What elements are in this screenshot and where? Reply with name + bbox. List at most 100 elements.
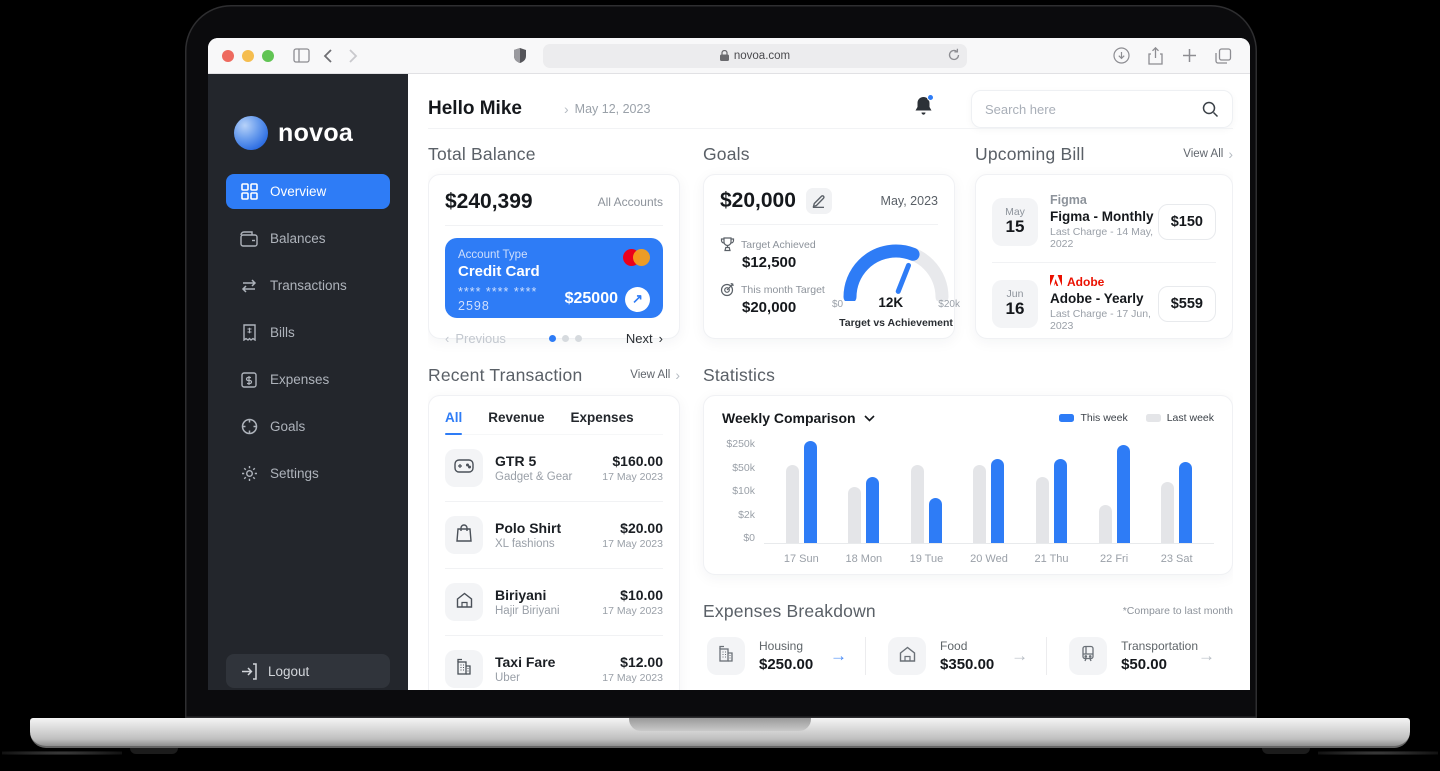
bill-brand: Adobe <box>1050 275 1158 289</box>
reload-icon[interactable] <box>948 48 960 65</box>
bar-last-week[interactable] <box>1036 477 1050 543</box>
all-accounts-label: All Accounts <box>597 195 663 209</box>
bar-this-week[interactable] <box>991 459 1005 543</box>
bar-this-week[interactable] <box>1054 459 1068 543</box>
address-bar[interactable]: novoa.com <box>543 43 967 68</box>
arrow-right-icon[interactable]: → <box>1198 646 1215 665</box>
tab-all[interactable]: All <box>445 410 463 435</box>
bar-last-week[interactable] <box>1098 505 1112 543</box>
bills-view-all-link[interactable]: View All › <box>1183 146 1233 162</box>
bill-amount-button[interactable]: $150 <box>1157 203 1216 240</box>
search-box[interactable] <box>971 90 1233 128</box>
x-tick-label: 18 Mon <box>845 553 883 565</box>
tab-overview-icon[interactable] <box>1210 44 1236 68</box>
sidebar-item-expenses[interactable]: Expenses <box>226 362 390 397</box>
expense-item-food[interactable]: Food $350.00 → <box>865 637 1046 675</box>
search-icon[interactable] <box>1202 101 1219 118</box>
weekly-comparison-dropdown[interactable]: Weekly Comparison <box>722 410 875 426</box>
zoom-window-button[interactable] <box>262 49 274 62</box>
x-tick-label: 21 Thu <box>1034 553 1069 565</box>
carousel-dot[interactable] <box>549 335 557 342</box>
privacy-shield-icon[interactable] <box>507 44 533 68</box>
transaction-category: Gadget & Gear <box>495 471 573 483</box>
credit-card-widget[interactable]: Account Type Credit Card **** **** **** … <box>445 238 663 318</box>
bar-this-week[interactable] <box>928 498 942 543</box>
minimize-window-button[interactable] <box>242 49 254 62</box>
view-all-label: View All <box>1183 148 1224 160</box>
edit-goal-button[interactable] <box>805 188 832 214</box>
bar-last-week[interactable] <box>973 465 987 543</box>
expense-item-transportation[interactable]: Transportation $50.00 → <box>1046 637 1233 675</box>
transaction-date: 17 May 2023 <box>602 471 663 483</box>
bar-this-week[interactable] <box>803 440 817 543</box>
forward-icon[interactable] <box>340 44 366 68</box>
transaction-row[interactable]: Taxi Fare Uber $12.00 17 May 2023 <box>445 635 663 690</box>
transaction-list: GTR 5 Gadget & Gear $160.00 17 May 2023 … <box>445 435 663 690</box>
main-content: Hello Mike › May 12, 2023 <box>408 74 1250 690</box>
bill-amount-button[interactable]: $559 <box>1157 285 1216 322</box>
sidebar-item-goals[interactable]: Goals <box>226 409 390 444</box>
bar-last-week[interactable] <box>1161 482 1175 543</box>
new-tab-icon[interactable] <box>1176 44 1202 68</box>
wallet-icon <box>240 230 258 248</box>
transactions-view-all-link[interactable]: View All › <box>630 367 680 383</box>
previous-button[interactable]: ‹ Previous <box>445 331 506 346</box>
sidebar-item-overview[interactable]: Overview <box>226 174 390 209</box>
legend-item: This week <box>1059 412 1128 424</box>
bill-day: 15 <box>1005 217 1025 236</box>
logout-button[interactable]: Logout <box>226 654 390 688</box>
bill-row[interactable]: Jun 16 Adobe Adobe - Yearly Last Charge … <box>992 262 1216 344</box>
transaction-tabs: All Revenue Expenses <box>445 410 663 435</box>
carousel-dot[interactable] <box>562 335 570 342</box>
bell-icon <box>915 97 932 115</box>
chart-plot-area <box>764 438 1214 544</box>
transaction-date: 17 May 2023 <box>602 605 663 617</box>
bar-last-week[interactable] <box>910 465 924 543</box>
dartboard-icon <box>720 283 734 297</box>
arrow-right-icon[interactable]: → <box>1011 646 1029 665</box>
bar-this-week[interactable] <box>1116 445 1130 543</box>
back-icon[interactable] <box>314 44 340 68</box>
target-achieved-value: $12,500 <box>742 254 797 271</box>
bar-group <box>1098 445 1130 543</box>
share-icon[interactable] <box>1142 44 1168 68</box>
bar-group <box>1036 459 1068 543</box>
next-button[interactable]: Next › <box>626 331 663 346</box>
bill-row[interactable]: May 15 Figma Figma - Monthly Last Charge… <box>992 181 1216 262</box>
legend-item: Last week <box>1145 412 1214 424</box>
expense-label: Housing <box>759 639 804 653</box>
card-open-button[interactable]: ↗ <box>625 286 650 312</box>
expense-item-housing[interactable]: Housing $250.00 → <box>703 637 865 675</box>
tab-expenses[interactable]: Expenses <box>570 410 634 425</box>
laptop-foot <box>1262 748 1310 754</box>
search-input[interactable] <box>985 101 1202 117</box>
sidebar-item-transactions[interactable]: Transactions <box>226 268 390 303</box>
carousel-dots[interactable] <box>549 335 583 342</box>
downloads-icon[interactable] <box>1108 44 1134 68</box>
carousel-dot[interactable] <box>575 335 583 342</box>
transaction-row[interactable]: Polo Shirt XL fashions $20.00 17 May 202… <box>445 501 663 568</box>
expense-amount: $250.00 <box>759 656 814 673</box>
bar-last-week[interactable] <box>785 465 799 543</box>
header-date[interactable]: › May 12, 2023 <box>564 101 650 117</box>
close-window-button[interactable] <box>222 49 234 62</box>
goals-title: Goals <box>703 143 750 164</box>
bar-group <box>973 459 1005 543</box>
bar-group <box>848 477 880 543</box>
tab-revenue[interactable]: Revenue <box>488 410 545 425</box>
notifications-button[interactable] <box>914 94 934 122</box>
transaction-row[interactable]: GTR 5 Gadget & Gear $160.00 17 May 2023 <box>445 435 663 501</box>
arrow-right-icon[interactable]: → <box>830 646 848 665</box>
transaction-row[interactable]: Biriyani Hajir Biriyani $10.00 17 May 20… <box>445 568 663 635</box>
browser-sidebar-icon[interactable] <box>288 44 314 68</box>
browser-window: novoa.com novoa Overview B <box>208 38 1250 690</box>
sidebar-item-bills[interactable]: Bills <box>226 315 390 350</box>
legend-swatch <box>1059 414 1075 422</box>
sidebar-item-settings[interactable]: Settings <box>226 456 390 491</box>
laptop-shadow <box>1318 751 1438 755</box>
sidebar-item-balances[interactable]: Balances <box>226 221 390 256</box>
bar-this-week[interactable] <box>866 477 880 543</box>
bar-last-week[interactable] <box>848 487 862 543</box>
recent-transaction-card: All Revenue Expenses GTR 5 Gadget & Gear $… <box>428 395 680 690</box>
bar-this-week[interactable] <box>1179 461 1193 543</box>
